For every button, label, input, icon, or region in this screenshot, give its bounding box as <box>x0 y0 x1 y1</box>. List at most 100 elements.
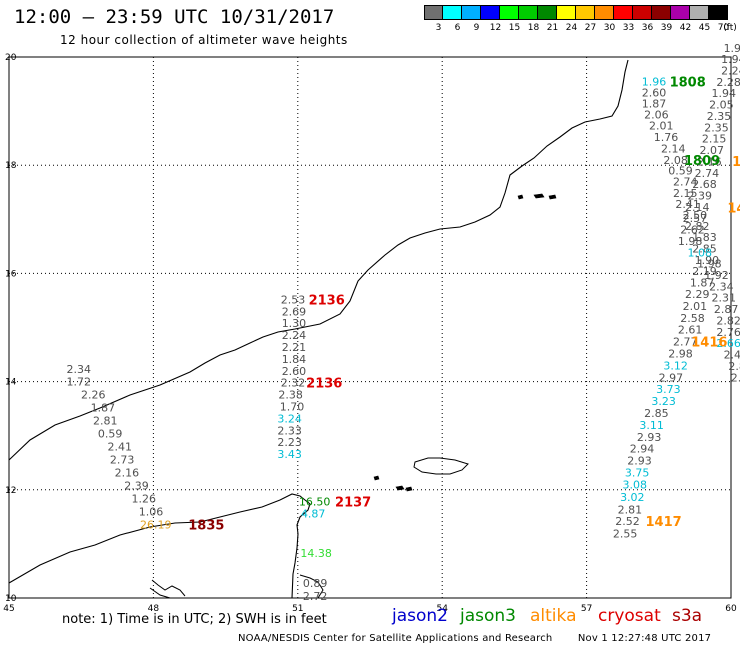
credit-text: NOAA/NESDIS Center for Satellite Applica… <box>238 633 553 644</box>
scale-label: 9 <box>473 23 480 33</box>
wave-height-label: 2.29 <box>685 288 710 301</box>
wave-height-label: 3.02 <box>620 491 645 504</box>
wave-height-label: 2.94 <box>630 443 655 456</box>
generated-timestamp: Nov 1 12:27:48 UTC 2017 <box>577 633 712 644</box>
scale-swatch <box>519 5 538 20</box>
pass-time-label: 2137 <box>335 496 371 511</box>
lon-tick-label: 45 <box>3 604 14 614</box>
wave-height-label: 1.30 <box>282 317 307 330</box>
wave-height-label: 2.81 <box>731 371 740 384</box>
credit-line: NOAA/NESDIS Center for Satellite Applica… <box>238 633 711 644</box>
wave-height-label: 2.57 <box>683 212 708 225</box>
wave-height-label: 2.74 <box>695 167 720 180</box>
wave-height-label: 2.41 <box>675 198 700 211</box>
wave-height-label: 1.96 <box>642 75 667 88</box>
island-small <box>395 485 405 491</box>
island-kuria-muria <box>517 194 524 200</box>
wave-height-label: 3.23 <box>651 395 676 408</box>
wave-height-label: 3.43 <box>277 448 302 461</box>
wave-height-label: 2.82 <box>716 314 740 327</box>
wave-height-label: 2.60 <box>642 87 667 100</box>
wave-height-label: 1.98 <box>678 235 703 248</box>
page-subtitle: 12 hour collection of altimeter wave hei… <box>60 33 348 47</box>
wave-height-label: 1.70 <box>280 400 305 413</box>
wave-height-label: 1.98 <box>724 42 740 55</box>
wave-height-label: 2.62 <box>680 224 705 237</box>
wave-height-label: 2.72 <box>303 590 328 603</box>
map-frame <box>8 56 732 599</box>
wave-height-label: 2.16 <box>697 155 722 168</box>
scale-label: 70 <box>717 23 730 33</box>
wave-height-label: 2.85 <box>644 407 669 420</box>
scale-label: 12 <box>489 23 502 33</box>
coastline <box>149 579 186 599</box>
pass-time-label: 1835 <box>188 518 224 533</box>
wave-height-label: 4.87 <box>301 508 326 521</box>
lon-tick-label: 54 <box>436 604 448 614</box>
pass-time-label: 1809 <box>684 154 720 169</box>
wave-height-label: 2.53 <box>281 293 306 306</box>
wave-height-label: 2.98 <box>668 347 693 360</box>
wave-height-label: 2.61 <box>678 324 703 337</box>
page-title: 12:00 – 23:59 UTC 10/31/2017 <box>14 6 335 28</box>
wave-height-label: 2.01 <box>683 300 708 313</box>
wave-height-label: 2.24 <box>721 65 740 78</box>
wave-height-label: 2.06 <box>644 108 669 121</box>
pass-time-label: 1415 <box>727 201 740 216</box>
wave-height-label: 2.14 <box>685 201 710 214</box>
wave-height-label: 1.06 <box>139 505 164 518</box>
wave-height-label: 2.07 <box>699 144 724 157</box>
wave-height-label: 2.76 <box>716 326 740 339</box>
wave-height-label: 2.33 <box>277 424 302 437</box>
wave-height-label: 2.85 <box>692 243 717 256</box>
wave-height-label: 2.35 <box>704 121 729 134</box>
scale-swatch <box>557 5 576 20</box>
wave-height-label: 2.93 <box>627 455 652 468</box>
wave-height-label: 2.81 <box>93 415 118 428</box>
lat-tick-label: 16 <box>5 269 17 279</box>
wave-height-label: 2.23 <box>277 436 302 449</box>
wave-height-label: 1.76 <box>654 131 679 144</box>
pass-time-label: 1416 <box>691 336 727 351</box>
coastline <box>8 59 629 599</box>
wave-height-label: 2.60 <box>282 365 307 378</box>
scale-swatch <box>500 5 519 20</box>
wave-height-label: 1.92 <box>704 269 729 282</box>
wave-height-label: 3.12 <box>663 359 688 372</box>
wave-height-label: 1.94 <box>721 53 740 66</box>
wave-height-label: 0.89 <box>303 577 328 590</box>
wave-height-label: 1.84 <box>282 353 307 366</box>
wave-height-label: 2.68 <box>692 178 717 191</box>
lon-tick-label: 60 <box>725 604 737 614</box>
wave-height-label: 2.19 <box>692 265 717 278</box>
lat-tick-label: 10 <box>5 594 17 604</box>
island-kuria-muria <box>533 193 545 199</box>
lat-tick-label: 18 <box>5 161 17 171</box>
island-small <box>405 486 413 492</box>
scale-swatch <box>595 5 614 20</box>
wave-height-label: 2.28 <box>716 76 740 89</box>
wave-height-label: 2.77 <box>673 336 698 349</box>
wave-height-label: 1.94 <box>712 87 737 100</box>
wave-height-label: 2.39 <box>124 479 149 492</box>
island-kuria-muria <box>548 194 557 200</box>
scale-swatch <box>538 5 557 20</box>
wave-height-label: 2.21 <box>282 341 307 354</box>
satellite-s3a: s3a <box>672 606 703 626</box>
wave-height-label: 1.83 <box>692 231 717 244</box>
lat-tick-label: 14 <box>5 378 17 388</box>
wave-height-label: 1.72 <box>67 376 92 389</box>
wave-height-label: 2.47 <box>724 349 740 362</box>
scale-swatch <box>652 5 671 20</box>
wave-height-label: 2.05 <box>709 99 734 112</box>
scale-label: 27 <box>584 23 597 33</box>
wave-height-label: 2.15 <box>702 133 727 146</box>
pass-time-label: 1417 <box>646 515 682 530</box>
wave-height-label: 2.81 <box>618 503 643 516</box>
wave-height-label: 3.73 <box>656 383 681 396</box>
wave-height-label: 1.26 <box>132 492 157 505</box>
wave-height-label: 2.73 <box>110 454 135 467</box>
wave-height-label: 2.52 <box>615 515 640 528</box>
wave-height-label: 1.98 <box>697 258 722 271</box>
